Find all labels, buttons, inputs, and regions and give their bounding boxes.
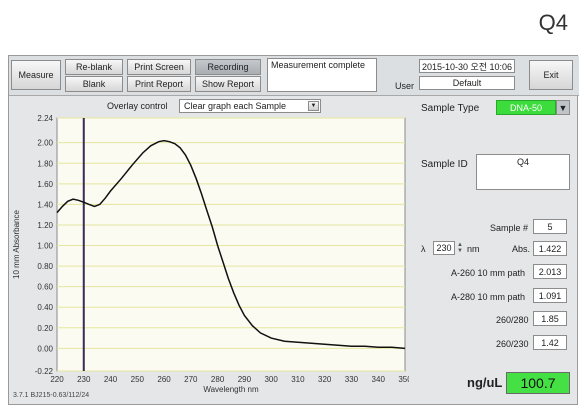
absorbance-curve <box>56 139 406 350</box>
x-tick-label: 320 <box>318 375 332 384</box>
lambda-symbol: λ <box>421 244 426 254</box>
x-tick-label: 260 <box>157 375 171 384</box>
y-tick-label: 2.24 <box>37 114 53 123</box>
ratio-260-280-label: 260/280 <box>496 315 529 325</box>
corner-label: Q4 <box>538 10 568 35</box>
overlay-control-select[interactable]: Clear graph each Sample ▼ <box>179 99 321 113</box>
y-tick-label: 1.80 <box>37 159 53 168</box>
absorbance-chart: -0.22 0.00 0.20 0.40 0.60 0.80 1.00 1.20 1.40 1.6… <box>12 114 409 394</box>
x-tick-label: 220 <box>50 375 64 384</box>
reblank-button[interactable]: Re-blank <box>65 59 123 75</box>
chevron-down-icon[interactable]: ▼ <box>556 100 570 115</box>
app-window: Measure Re-blank Blank Print Screen Prin… <box>8 55 579 406</box>
x-tick-label: 340 <box>372 375 386 384</box>
abs-value: 1.422 <box>533 241 567 256</box>
y-axis-label: 10 mm Absorbance <box>12 209 21 278</box>
measure-button[interactable]: Measure <box>11 60 61 90</box>
y-tick-label: 0.40 <box>37 303 53 312</box>
user-label: User <box>395 81 415 91</box>
x-tick-label: 240 <box>104 375 118 384</box>
a280-value: 1.091 <box>533 288 567 303</box>
ratio-260-230-value: 1.42 <box>533 335 567 350</box>
x-axis-label: Wavelength nm <box>203 385 259 394</box>
y-tick-label: 0.00 <box>37 344 53 353</box>
exit-button[interactable]: Exit <box>529 60 573 90</box>
y-tick-label: -0.22 <box>35 367 54 376</box>
sample-type-label: Sample Type <box>421 103 480 114</box>
datetime-field: 2015-10-30 오전 10:06 <box>419 59 515 73</box>
user-field[interactable]: Default <box>419 76 515 90</box>
x-tick-label: 310 <box>291 375 305 384</box>
x-tick-label: 230 <box>77 375 91 384</box>
show-report-button[interactable]: Show Report <box>195 76 261 92</box>
ratio-260-280-value: 1.85 <box>533 311 567 326</box>
overlay-control-label: Overlay control <box>107 101 168 111</box>
a260-label: A-260 10 mm path <box>451 268 526 278</box>
wavelength-unit: nm <box>467 244 480 254</box>
plot-panel: Overlay control Clear graph each Sample … <box>9 97 409 406</box>
y-tick-label: 0.80 <box>37 262 53 271</box>
y-tick-label: 1.40 <box>37 200 53 209</box>
y-tick-label: 1.00 <box>37 242 53 251</box>
wavelength-input[interactable]: 230 <box>433 241 455 255</box>
sample-type-field[interactable]: DNA-50 <box>496 100 556 115</box>
plot-area <box>56 117 406 372</box>
sample-number-field: 5 <box>533 219 567 234</box>
y-tick-label: 1.60 <box>37 180 53 189</box>
wavelength-stepper-icon[interactable]: ▲ ▼ <box>457 242 463 254</box>
status-message: Measurement complete <box>267 58 377 92</box>
print-screen-button[interactable]: Print Screen <box>127 59 191 75</box>
ratio-260-230-label: 260/230 <box>496 339 529 349</box>
y-tick-label: 0.60 <box>37 283 53 292</box>
print-report-button[interactable]: Print Report <box>127 76 191 92</box>
x-tick-label: 300 <box>264 375 278 384</box>
abs-label: Abs. <box>512 244 531 254</box>
concentration-value: 100.7 <box>506 372 570 394</box>
recording-button[interactable]: Recording <box>195 59 261 75</box>
x-tick-label: 270 <box>184 375 198 384</box>
a280-label: A-280 10 mm path <box>451 292 526 302</box>
chevron-down-icon[interactable]: ▼ <box>308 101 319 111</box>
x-tick-label: 250 <box>131 375 145 384</box>
y-tick-label: 0.20 <box>37 324 53 333</box>
y-tick-label: 1.20 <box>37 221 53 230</box>
a260-value: 2.013 <box>533 264 567 279</box>
sample-id-field[interactable]: Q4 <box>476 154 570 190</box>
y-tick-label: 2.00 <box>37 139 53 148</box>
sample-number-label: Sample # <box>490 223 529 233</box>
blank-button[interactable]: Blank <box>65 76 123 92</box>
toolbar: Measure Re-blank Blank Print Screen Prin… <box>9 56 579 96</box>
overlay-control-value: Clear graph each Sample <box>184 101 287 111</box>
version-footer: 3.7.1 BJ215-0.63/112/24 <box>13 392 90 399</box>
x-tick-label: 330 <box>345 375 359 384</box>
x-tick-label: 350 <box>398 375 409 384</box>
x-tick-label: 280 <box>211 375 225 384</box>
concentration-unit: ng/uL <box>467 375 503 390</box>
sample-id-label: Sample ID <box>421 159 468 170</box>
x-tick-label: 290 <box>238 375 252 384</box>
